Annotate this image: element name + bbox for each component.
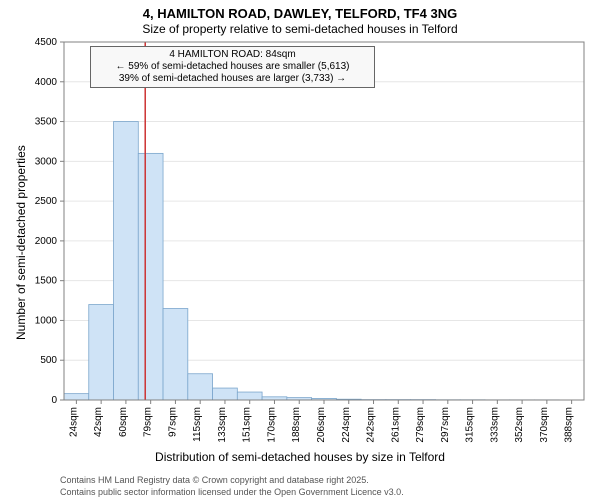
histogram-bar [64, 394, 89, 400]
ytick-label: 4500 [35, 37, 58, 48]
ytick-label: 4000 [35, 77, 58, 88]
histogram-bar [114, 122, 139, 400]
xtick-label: 151sqm [242, 407, 253, 443]
xtick-label: 388sqm [564, 407, 575, 443]
attribution-line1: Contains HM Land Registry data © Crown c… [60, 475, 369, 485]
annotation-line2: ← 59% of semi-detached houses are smalle… [95, 61, 370, 73]
xtick-label: 206sqm [316, 407, 327, 443]
annotation-box: 4 HAMILTON ROAD: 84sqm ← 59% of semi-det… [90, 46, 375, 88]
xtick-label: 261sqm [390, 407, 401, 443]
histogram-bar [163, 309, 188, 400]
xtick-label: 115sqm [192, 407, 203, 442]
xtick-label: 242sqm [366, 407, 377, 443]
ytick-label: 1500 [35, 276, 58, 287]
x-axis-label: Distribution of semi-detached houses by … [0, 450, 600, 464]
annotation-line1: 4 HAMILTON ROAD: 84sqm [95, 49, 370, 61]
ytick-label: 500 [40, 355, 57, 366]
xtick-label: 188sqm [291, 407, 302, 443]
annotation-line3: 39% of semi-detached houses are larger (… [95, 73, 370, 85]
xtick-label: 224sqm [341, 407, 352, 443]
ytick-label: 2000 [35, 236, 58, 247]
xtick-label: 24sqm [68, 407, 79, 437]
histogram-bar [188, 374, 213, 400]
xtick-label: 79sqm [143, 407, 154, 437]
xtick-label: 279sqm [415, 407, 426, 443]
ytick-label: 1000 [35, 315, 58, 326]
xtick-label: 315sqm [465, 407, 476, 443]
xtick-label: 333sqm [489, 407, 500, 443]
ytick-label: 2500 [35, 196, 58, 207]
xtick-label: 297sqm [440, 407, 451, 443]
histogram-bar [213, 388, 238, 400]
xtick-label: 42sqm [93, 407, 104, 437]
ytick-label: 0 [51, 395, 57, 406]
histogram-bar [89, 305, 114, 400]
attribution-line2: Contains public sector information licen… [60, 487, 404, 497]
ytick-label: 3000 [35, 156, 58, 167]
xtick-label: 352sqm [514, 407, 525, 443]
xtick-label: 133sqm [217, 407, 228, 443]
histogram-bar [237, 392, 262, 400]
xtick-label: 370sqm [539, 407, 550, 443]
ytick-label: 3500 [35, 117, 58, 128]
xtick-label: 170sqm [266, 407, 277, 443]
xtick-label: 97sqm [167, 407, 178, 437]
histogram-bar [138, 153, 163, 400]
chart-container: 4, HAMILTON ROAD, DAWLEY, TELFORD, TF4 3… [0, 0, 600, 500]
xtick-label: 60sqm [118, 407, 129, 437]
